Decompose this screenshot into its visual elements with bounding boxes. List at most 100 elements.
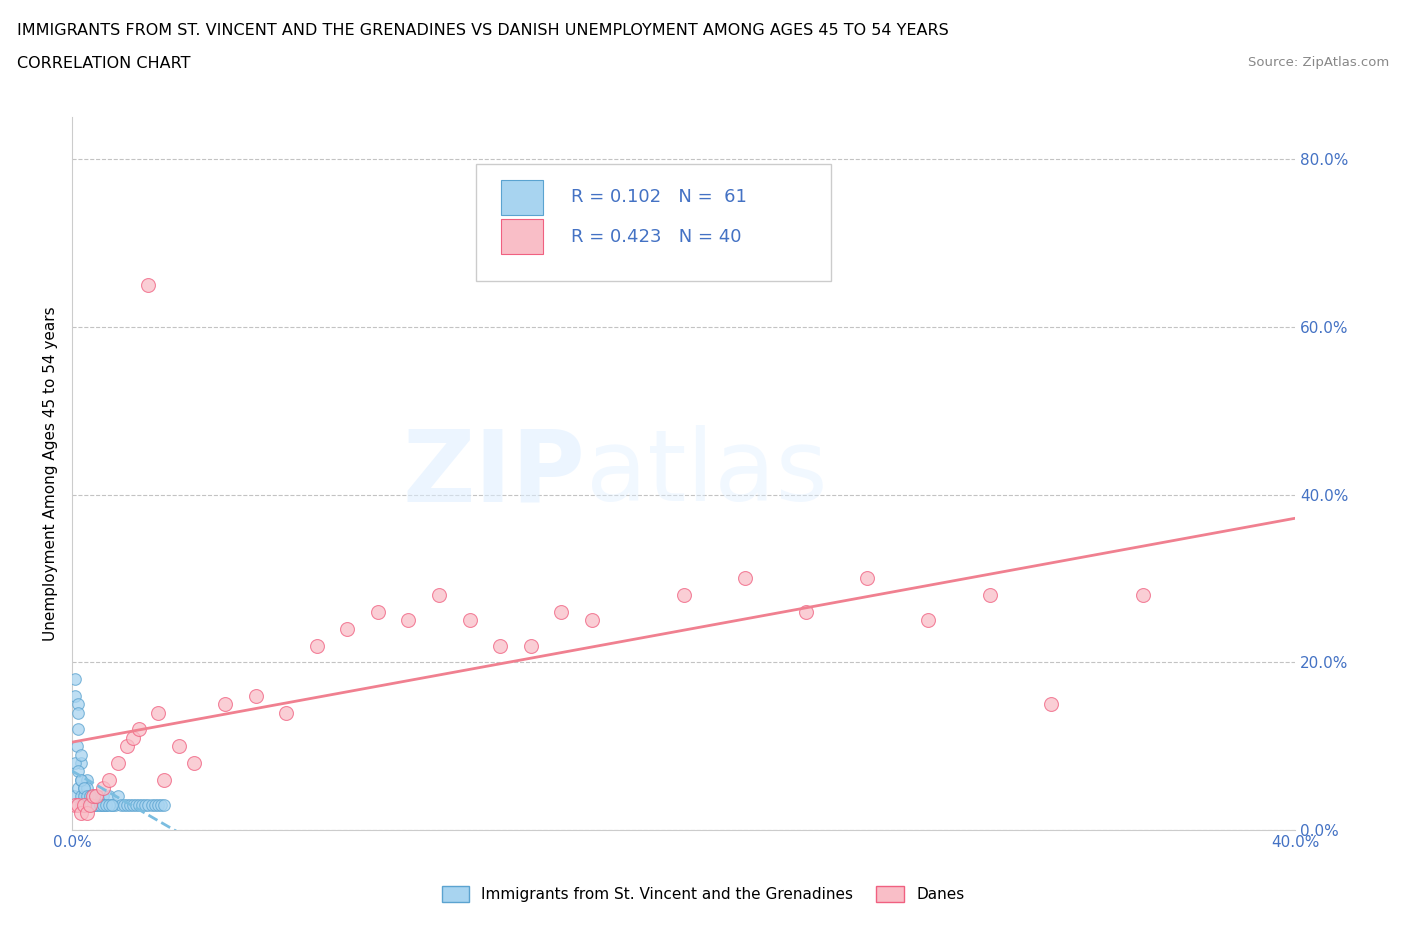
Point	[107, 755, 129, 770]
Point	[76, 772, 98, 787]
Point	[112, 797, 135, 812]
Point	[86, 797, 108, 812]
Point	[146, 705, 169, 720]
Point	[86, 789, 108, 804]
Point	[100, 797, 122, 812]
Point	[79, 797, 101, 812]
Point	[520, 638, 543, 653]
Point	[131, 797, 153, 812]
Point	[70, 789, 93, 804]
Point	[67, 722, 90, 737]
FancyBboxPatch shape	[502, 219, 543, 254]
Point	[214, 697, 236, 711]
Point	[122, 730, 145, 745]
Point	[128, 797, 150, 812]
Point	[70, 747, 93, 762]
Point	[398, 613, 420, 628]
Point	[97, 772, 120, 787]
Point	[70, 805, 93, 820]
Point	[73, 797, 96, 812]
Text: CORRELATION CHART: CORRELATION CHART	[17, 56, 190, 71]
Point	[91, 789, 114, 804]
Text: IMMIGRANTS FROM ST. VINCENT AND THE GRENADINES VS DANISH UNEMPLOYMENT AMONG AGES: IMMIGRANTS FROM ST. VINCENT AND THE GREN…	[17, 23, 949, 38]
Point	[67, 780, 90, 795]
Point	[138, 277, 160, 292]
Point	[67, 705, 90, 720]
Point	[65, 738, 87, 753]
Point	[581, 613, 603, 628]
Text: atlas: atlas	[586, 425, 828, 522]
Point	[1039, 697, 1062, 711]
Point	[107, 789, 129, 804]
Point	[146, 797, 169, 812]
Point	[183, 755, 205, 770]
Text: ZIP: ZIP	[404, 425, 586, 522]
Point	[63, 671, 86, 686]
Point	[67, 797, 90, 812]
Text: R = 0.423   N = 40: R = 0.423 N = 40	[571, 228, 742, 246]
Point	[110, 797, 132, 812]
Point	[82, 797, 104, 812]
Point	[917, 613, 939, 628]
Point	[82, 789, 104, 804]
Point	[458, 613, 481, 628]
Point	[152, 772, 174, 787]
Point	[67, 764, 90, 778]
Point	[91, 797, 114, 812]
Point	[73, 789, 96, 804]
Point	[79, 797, 101, 812]
Point	[63, 688, 86, 703]
Point	[979, 588, 1001, 603]
Point	[305, 638, 328, 653]
Point	[82, 797, 104, 812]
Point	[245, 688, 267, 703]
Point	[138, 797, 160, 812]
Point	[104, 797, 127, 812]
Point	[100, 797, 122, 812]
Point	[70, 797, 93, 812]
Point	[94, 797, 117, 812]
Point	[734, 571, 756, 586]
Point	[94, 797, 117, 812]
Point	[73, 780, 96, 795]
Point	[115, 738, 138, 753]
Point	[141, 797, 163, 812]
Y-axis label: Unemployment Among Ages 45 to 54 years: Unemployment Among Ages 45 to 54 years	[44, 306, 58, 641]
Point	[672, 588, 695, 603]
Point	[91, 780, 114, 795]
Point	[167, 738, 190, 753]
Point	[82, 789, 104, 804]
Point	[115, 797, 138, 812]
Point	[427, 588, 450, 603]
Point	[63, 797, 86, 812]
Point	[125, 797, 148, 812]
Point	[73, 797, 96, 812]
Text: Source: ZipAtlas.com: Source: ZipAtlas.com	[1249, 56, 1389, 69]
Point	[76, 780, 98, 795]
Point	[70, 772, 93, 787]
FancyBboxPatch shape	[475, 164, 831, 281]
Point	[79, 789, 101, 804]
Point	[86, 789, 108, 804]
Point	[152, 797, 174, 812]
Point	[62, 789, 84, 804]
Point	[76, 797, 98, 812]
Legend: Immigrants from St. Vincent and the Grenadines, Danes: Immigrants from St. Vincent and the Gren…	[436, 880, 970, 909]
Point	[550, 604, 572, 619]
Point	[63, 755, 86, 770]
Point	[794, 604, 817, 619]
Point	[274, 705, 297, 720]
Point	[97, 789, 120, 804]
Point	[70, 755, 93, 770]
Point	[149, 797, 172, 812]
Point	[79, 789, 101, 804]
Point	[91, 797, 114, 812]
Point	[76, 805, 98, 820]
Point	[120, 797, 142, 812]
Point	[86, 797, 108, 812]
Point	[70, 772, 93, 787]
Point	[73, 780, 96, 795]
Point	[89, 797, 111, 812]
FancyBboxPatch shape	[502, 180, 543, 215]
Point	[97, 797, 120, 812]
